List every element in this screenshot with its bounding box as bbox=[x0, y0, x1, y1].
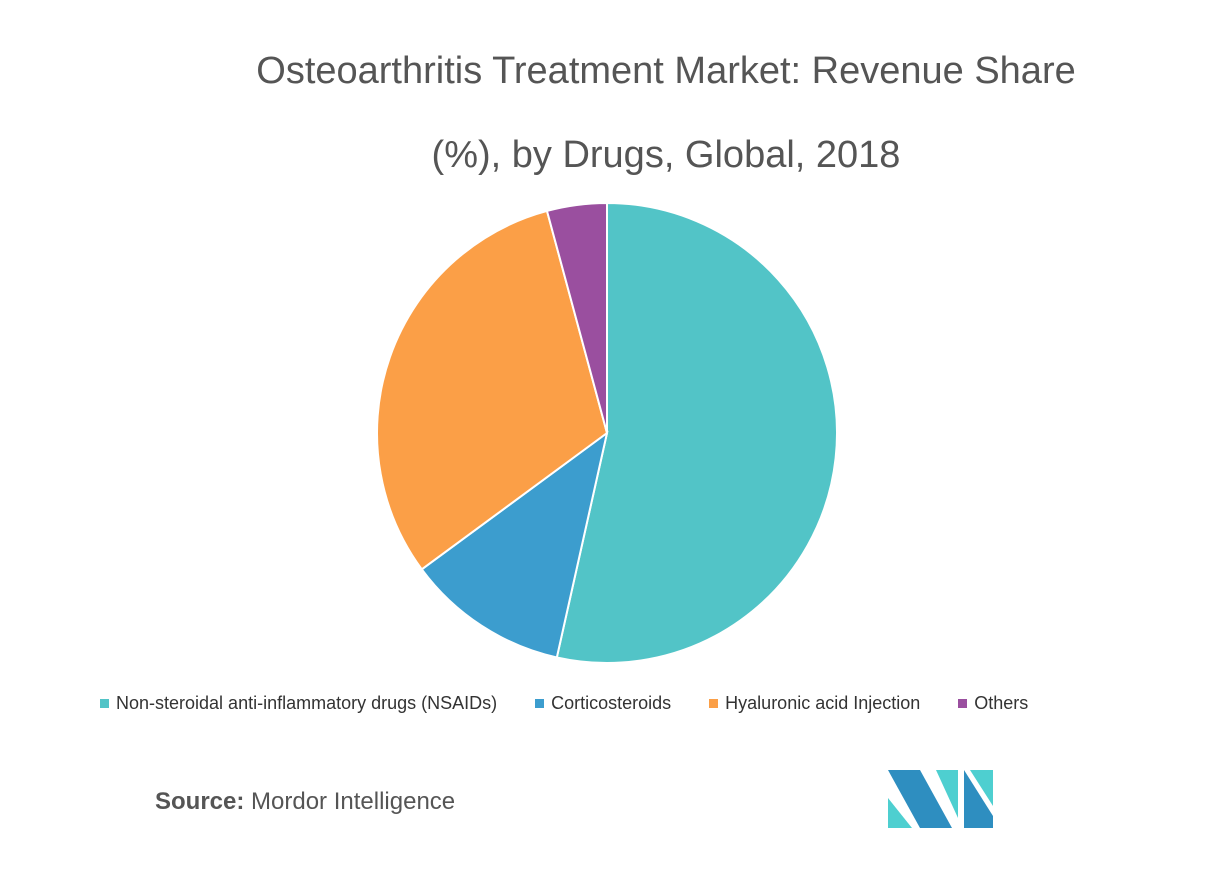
mordor-logo bbox=[888, 770, 993, 828]
legend-item: Hyaluronic acid Injection bbox=[709, 693, 920, 714]
source-label: Source: bbox=[155, 788, 245, 815]
legend-label: Corticosteroids bbox=[551, 693, 672, 713]
legend-label: Hyaluronic acid Injection bbox=[725, 693, 921, 713]
legend-swatch bbox=[958, 699, 968, 708]
legend-item: Others bbox=[958, 693, 1028, 714]
chart-title-line-2: (%), by Drugs, Global, 2018 bbox=[431, 134, 901, 176]
legend-label: Others bbox=[974, 693, 1029, 713]
source-note: Source: Mordor Intelligence bbox=[155, 788, 455, 816]
legend-label: Non-steroidal anti-inflammatory drugs (N… bbox=[116, 693, 498, 713]
legend-swatch bbox=[535, 699, 545, 708]
pie-slice-2 bbox=[376, 209, 609, 571]
legend-item: Non-steroidal anti-inflammatory drugs (N… bbox=[100, 693, 497, 714]
pie-slice-1 bbox=[420, 430, 609, 659]
pie-slice-3 bbox=[545, 201, 608, 434]
legend-swatch bbox=[709, 699, 719, 708]
chart-title-line-1: Osteoarthritis Treatment Market: Revenue… bbox=[256, 50, 1076, 92]
pie-slice-0 bbox=[555, 201, 838, 664]
legend-item: Corticosteroids bbox=[535, 693, 671, 714]
legend: Non-steroidal anti-inflammatory drugs (N… bbox=[100, 693, 1066, 714]
source-text: Mordor Intelligence bbox=[251, 788, 456, 815]
legend-swatch bbox=[100, 699, 109, 708]
